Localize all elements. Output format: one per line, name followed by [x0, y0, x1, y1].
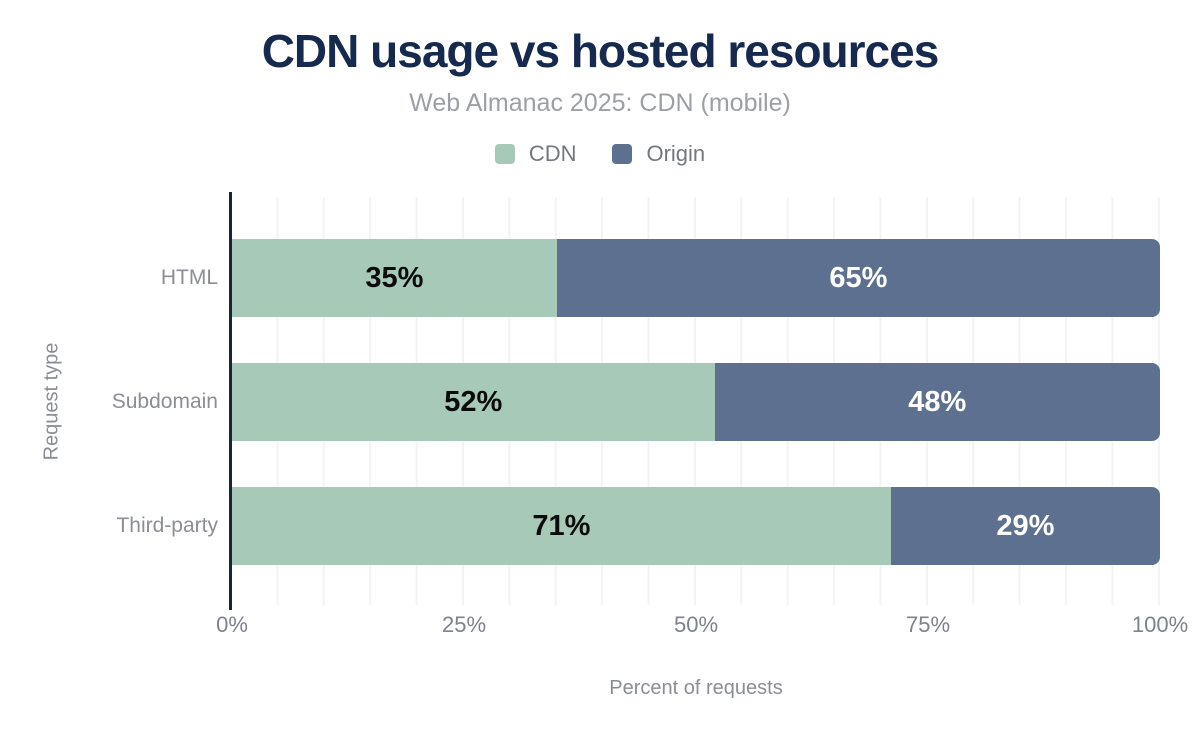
category-label-html: HTML [160, 266, 218, 289]
bar-value-label: 29% [996, 509, 1055, 542]
bar-value-label: 52% [444, 385, 503, 418]
y-axis-line [229, 192, 232, 610]
x-tick-100: 100% [1131, 612, 1189, 637]
bar-value-label: 71% [532, 509, 591, 542]
chart-subtitle: Web Almanac 2025: CDN (mobile) [409, 89, 791, 117]
category-label-third-party: Third-party [116, 514, 218, 537]
plot-area: 35% 65% 52% 48% 71% 29% [232, 197, 1160, 605]
bar-row-subdomain: 52% 48% [232, 363, 1160, 441]
bar-row-html: 35% 65% [232, 239, 1160, 317]
bar-value-label: 35% [365, 261, 424, 294]
bar-segment-origin: 29% [890, 487, 1160, 565]
legend-label-cdn: CDN [528, 141, 577, 166]
legend-item-cdn: CDN [494, 141, 577, 167]
chart-title: CDN usage vs hosted resources [261, 25, 940, 77]
bar-value-label: 48% [908, 385, 967, 418]
x-tick-50: 50% [673, 612, 719, 637]
bar-segment-cdn: 35% [232, 239, 557, 317]
x-tick-0: 0% [216, 612, 248, 637]
bar-segment-cdn: 71% [232, 487, 891, 565]
x-axis-ticks: 0% 25% 50% 75% 100% [216, 612, 1188, 642]
x-tick-75: 75% [905, 612, 951, 637]
legend-item-origin: Origin [612, 141, 705, 167]
bar-segment-cdn: 52% [232, 363, 715, 441]
legend-swatch-cdn-icon [494, 144, 515, 164]
bar-segment-origin: 48% [714, 363, 1160, 441]
bar-row-third-party: 71% 29% [232, 487, 1160, 565]
x-tick-25: 25% [441, 612, 487, 637]
bar-segment-origin: 65% [556, 239, 1160, 317]
bar-value-label: 65% [829, 261, 888, 294]
legend: CDN Origin [0, 141, 1200, 167]
legend-label-origin: Origin [646, 141, 706, 166]
legend-swatch-origin-icon [612, 144, 633, 164]
category-label-subdomain: Subdomain [111, 390, 218, 413]
x-axis-title: Percent of requests [609, 677, 783, 699]
